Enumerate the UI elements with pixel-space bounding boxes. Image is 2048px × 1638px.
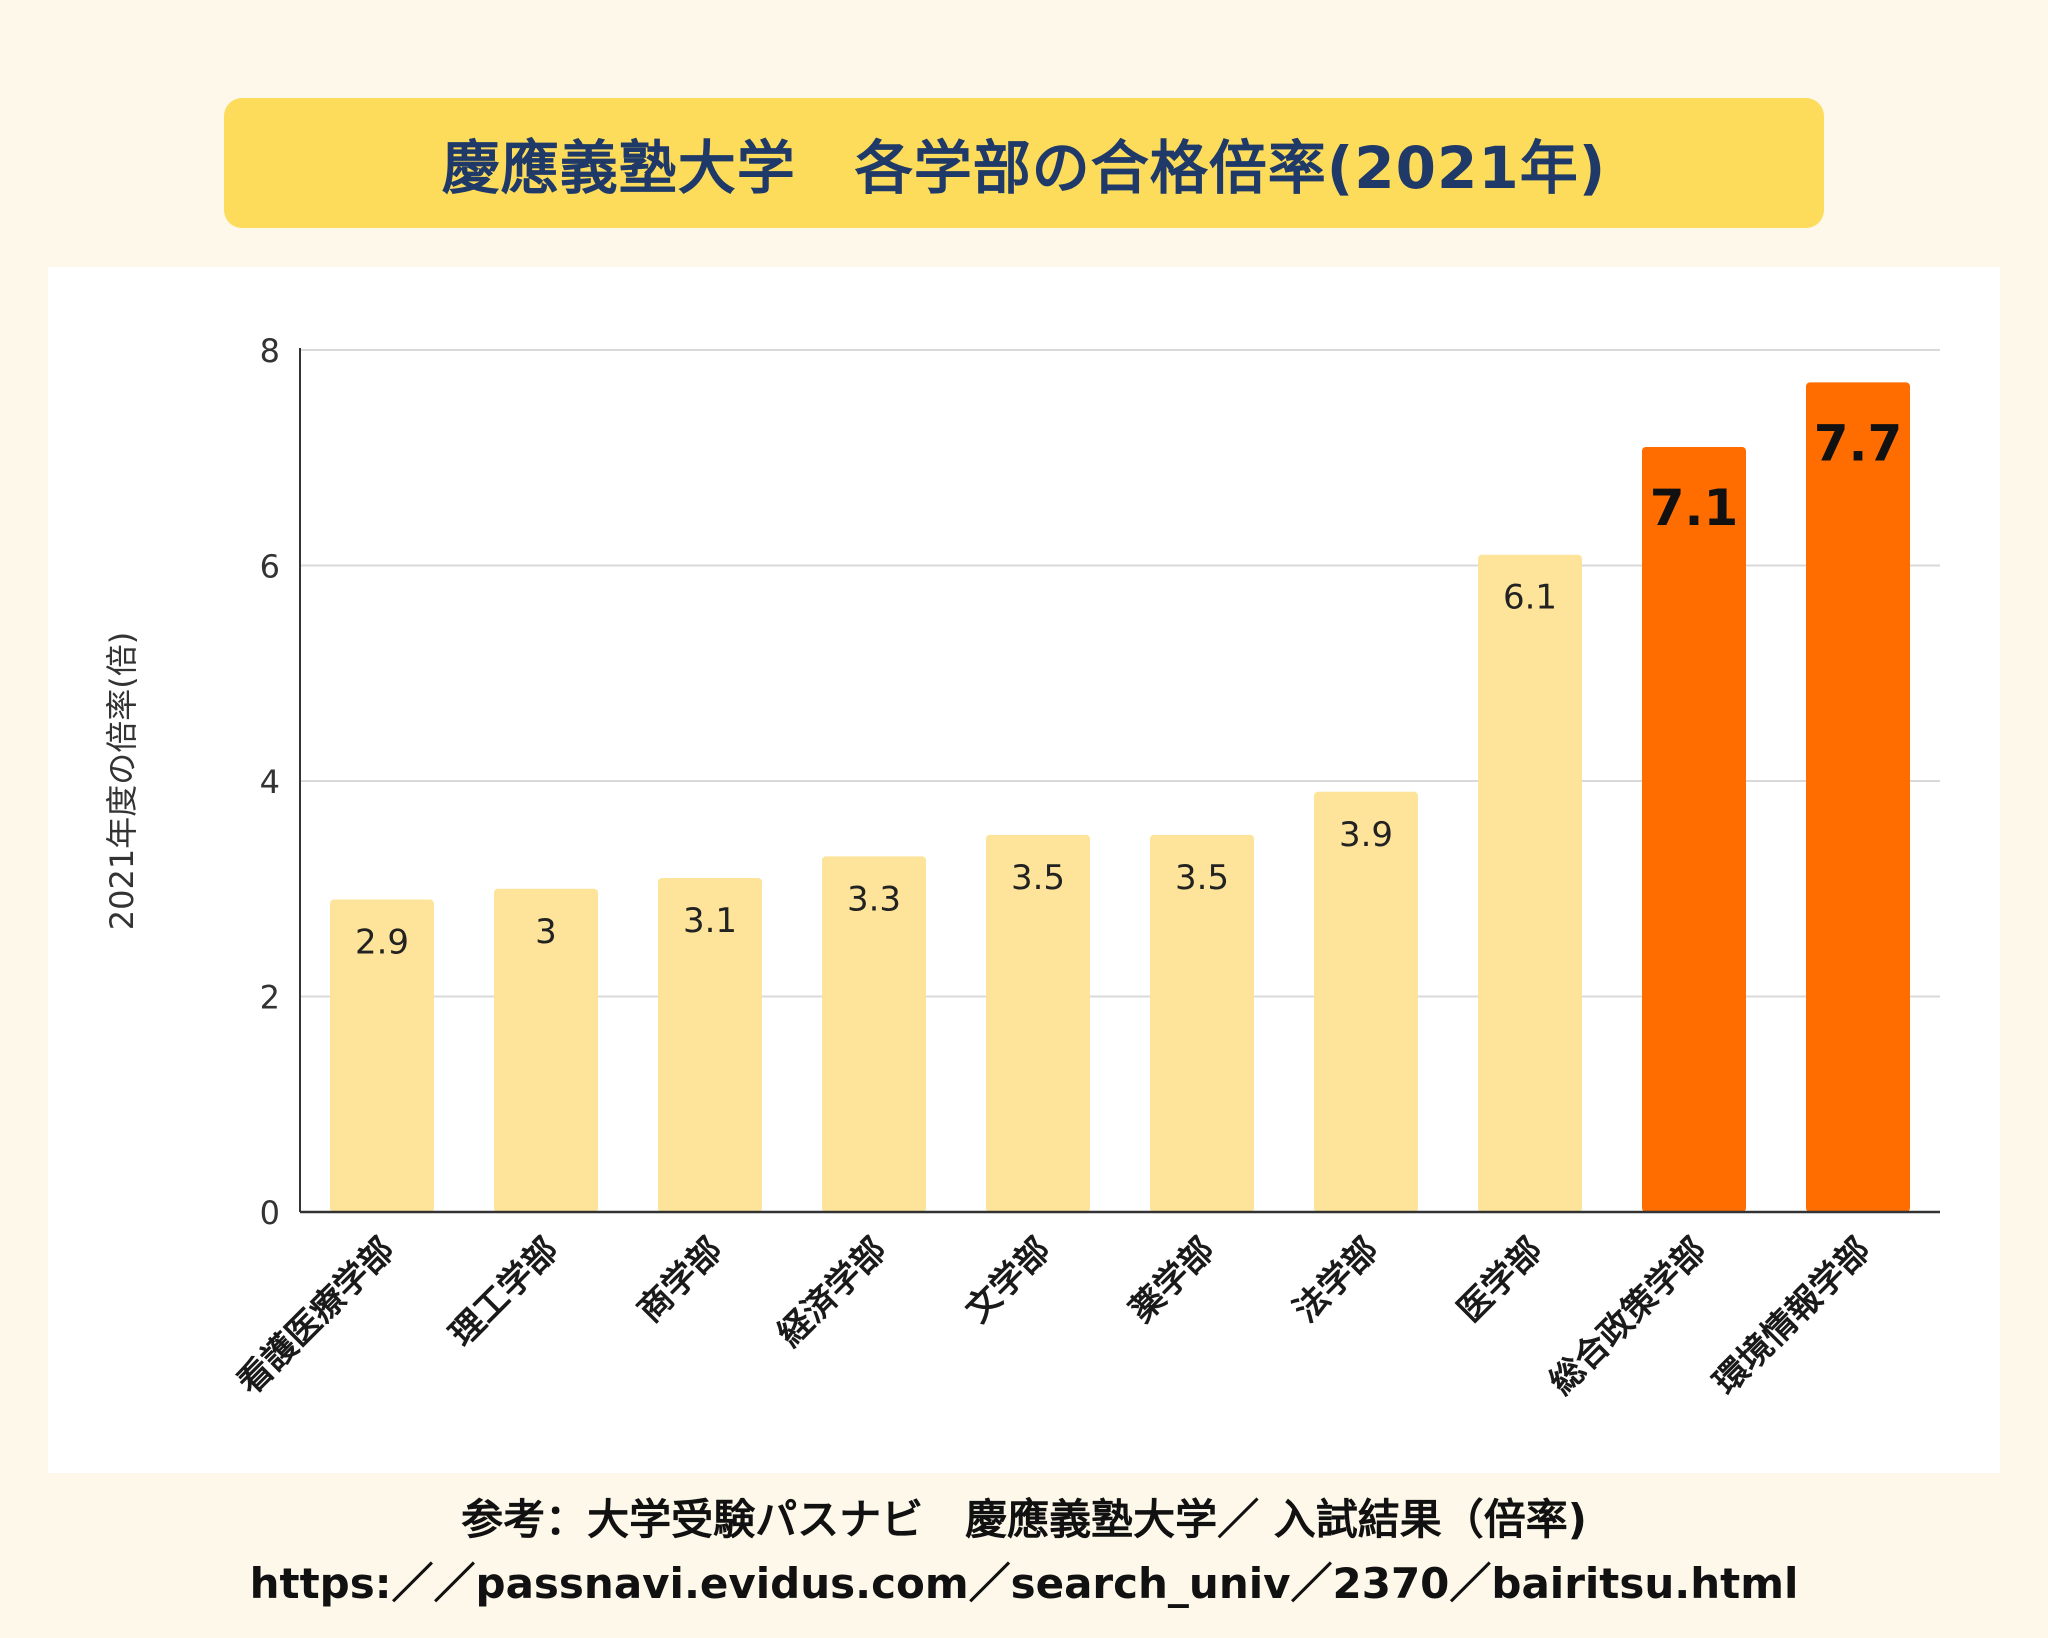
data-label: 3.9 (1339, 815, 1393, 855)
bar (1150, 834, 1254, 1212)
data-label: 7.1 (1650, 479, 1739, 537)
bar (1806, 382, 1910, 1212)
bar (1314, 791, 1418, 1212)
data-label: 7.7 (1814, 414, 1903, 472)
x-tick-label: 看護医療学部 (230, 1230, 403, 1403)
bar (494, 888, 598, 1212)
data-label: 3.5 (1175, 858, 1229, 898)
bar (1642, 446, 1746, 1213)
page-title: 慶應義塾大学 各学部の合格倍率(2021年) (441, 134, 1607, 202)
x-tick-label: 医学部 (1450, 1230, 1550, 1330)
source-citation: 参考：大学受験パスナビ 慶應義塾大学／ 入試結果（倍率) (461, 1495, 1587, 1544)
y-tick-label: 8 (260, 332, 280, 370)
data-label: 3.1 (683, 901, 737, 941)
x-tick-label: 法学部 (1286, 1230, 1386, 1330)
y-tick-label: 6 (260, 548, 280, 586)
y-tick-label: 0 (260, 1194, 280, 1232)
chart-panel: 0 2 4 6 8 2021年度の倍率(倍) 2.9 看護医療学部 3 理工学部 3.1 商学部 3.3… (48, 267, 2000, 1473)
y-tick-label: 4 (260, 763, 280, 801)
data-label: 3.3 (847, 879, 901, 919)
x-tick-label: 理工学部 (442, 1230, 566, 1354)
x-tick-label: 商学部 (630, 1230, 730, 1330)
y-tick-label: 2 (260, 979, 280, 1017)
x-tick-label: 総合政策学部 (1542, 1230, 1715, 1403)
bar (1478, 554, 1582, 1212)
x-tick-label: 文学部 (958, 1230, 1058, 1330)
data-label: 3.5 (1011, 858, 1065, 898)
data-label: 2.9 (355, 923, 409, 963)
bar (986, 834, 1090, 1212)
data-label: 3 (535, 912, 557, 952)
bar (822, 856, 926, 1212)
x-tick-label: 環境情報学部 (1706, 1230, 1879, 1403)
source-url: https:／／passnavi.evidus.com／search_univ／… (249, 1559, 1799, 1608)
bar-chart: 0 2 4 6 8 2021年度の倍率(倍) 2.9 看護医療学部 3 理工学部 3.1 商学部 3.3… (103, 332, 1940, 1403)
title-banner: 慶應義塾大学 各学部の合格倍率(2021年) (224, 98, 1824, 228)
bar (330, 899, 434, 1212)
x-tick-label: 薬学部 (1122, 1230, 1222, 1330)
data-label: 6.1 (1503, 578, 1557, 618)
y-axis-title: 2021年度の倍率(倍) (103, 632, 141, 930)
bar (658, 877, 762, 1212)
x-tick-label: 経済学部 (770, 1230, 894, 1354)
